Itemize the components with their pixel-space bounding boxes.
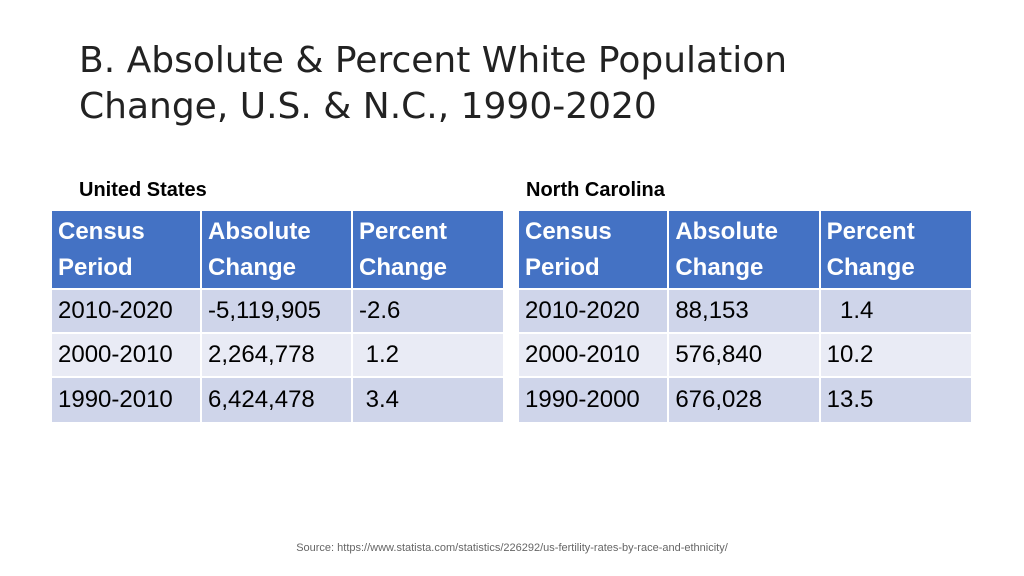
cell-census-period: 2010-2020 [519, 290, 670, 334]
slide-title: B. Absolute & Percent White Population C… [79, 40, 788, 127]
nc-table: Census Period Absolute Change Percent Ch… [519, 211, 971, 422]
cell-percent-change: 13.5 [820, 378, 971, 422]
table-header-row: Census Period Absolute Change Percent Ch… [52, 211, 503, 290]
nc-table-label: North Carolina [526, 179, 665, 201]
cell-percent-change: 3.4 [353, 378, 503, 422]
table-header-row: Census Period Absolute Change Percent Ch… [519, 211, 971, 290]
us-table-label: United States [79, 179, 207, 201]
header-percent-change: Percent Change [353, 211, 503, 290]
cell-absolute-change: 88,153 [669, 290, 821, 334]
cell-absolute-change: -5,119,905 [202, 290, 353, 334]
table-row: 2000-2010 2,264,778 1.2 [52, 334, 503, 378]
table-row: 2000-2010 576,840 10.2 [519, 334, 971, 378]
cell-census-period: 1990-2010 [52, 378, 202, 422]
cell-percent-change: 1.4 [820, 290, 971, 334]
cell-percent-change: -2.6 [353, 290, 503, 334]
us-table: Census Period Absolute Change Percent Ch… [52, 211, 503, 422]
cell-census-period: 1990-2000 [519, 378, 670, 422]
cell-percent-change: 10.2 [820, 334, 971, 378]
cell-percent-change: 1.2 [353, 334, 503, 378]
cell-absolute-change: 6,424,478 [202, 378, 353, 422]
cell-census-period: 2000-2010 [52, 334, 202, 378]
table-row: 1990-2000 676,028 13.5 [519, 378, 971, 422]
cell-absolute-change: 2,264,778 [202, 334, 353, 378]
cell-census-period: 2000-2010 [519, 334, 670, 378]
header-absolute-change: Absolute Change [669, 211, 821, 290]
cell-absolute-change: 676,028 [669, 378, 821, 422]
cell-census-period: 2010-2020 [52, 290, 202, 334]
header-percent-change: Percent Change [820, 211, 971, 290]
header-census-period: Census Period [519, 211, 670, 290]
table-row: 1990-2010 6,424,478 3.4 [52, 378, 503, 422]
header-census-period: Census Period [52, 211, 202, 290]
source-note: Source: https://www.statista.com/statist… [296, 542, 728, 554]
table-row: 2010-2020 -5,119,905 -2.6 [52, 290, 503, 334]
cell-absolute-change: 576,840 [669, 334, 821, 378]
header-absolute-change: Absolute Change [202, 211, 353, 290]
table-row: 2010-2020 88,153 1.4 [519, 290, 971, 334]
